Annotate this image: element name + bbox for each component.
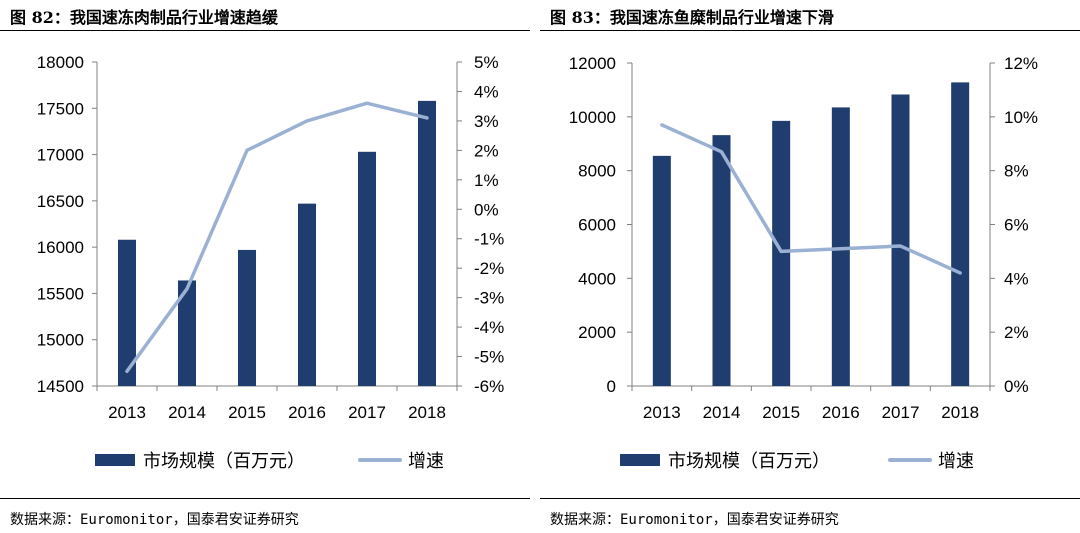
x-tick-label: 2015: [228, 403, 266, 422]
bar: [712, 135, 731, 386]
y-tick-label-right: 10%: [1004, 108, 1038, 127]
y-tick-label-right: 12%: [1004, 54, 1038, 73]
bar: [238, 249, 256, 386]
bar: [178, 280, 196, 386]
x-tick-label: 2014: [168, 403, 206, 422]
x-tick-label: 2016: [288, 403, 326, 422]
figure-title: 图 83：我国速冻鱼糜制品行业增速下滑: [550, 8, 834, 27]
y-tick-label-left: 15000: [37, 331, 84, 350]
bar: [772, 120, 791, 386]
y-tick-label-left: 17500: [37, 99, 84, 118]
title-rule: [540, 30, 1080, 31]
bar: [831, 107, 850, 386]
y-tick-label-left: 16000: [37, 238, 84, 257]
chart-group: 14500 15000 15500 16000 16500 17000 17500 18000…: [37, 53, 505, 472]
figure-title: 图 82：我国速冻肉制品行业增速趋缓: [10, 8, 278, 27]
y-tick-label-left: 2000: [578, 323, 616, 342]
growth-line: [125, 101, 429, 374]
x-tick-label: 2016: [822, 403, 860, 422]
growth-line: [660, 123, 962, 275]
legend-bar-swatch: [620, 454, 660, 466]
chart-panel-right: 图 83：我国速冻鱼糜制品行业增速下滑 0 2000 4000 6000 8000 100…: [540, 0, 1080, 533]
y-tick-label-right: 5%: [474, 53, 499, 72]
y-tick-label-right: 2%: [474, 141, 499, 160]
legend-bar-label: 市场规模（百万元）: [143, 451, 305, 472]
x-tick-label: 2018: [941, 403, 979, 422]
source-note: 数据来源：Euromonitor，国泰君安证券研究: [550, 512, 839, 528]
y-tick-label-right: -1%: [474, 230, 504, 249]
source-rule: [540, 498, 1080, 499]
source-note: 数据来源：Euromonitor，国泰君安证券研究: [10, 512, 299, 528]
y-tick-label-right: -3%: [474, 289, 504, 308]
y-tick-label-right: -6%: [474, 377, 504, 396]
bar: [358, 151, 376, 386]
bar: [298, 203, 316, 386]
legend-bar-swatch: [95, 454, 135, 466]
chart-svg: 14500 15000 15500 16000 16500 17000 17500 18000…: [37, 53, 505, 472]
y-tick-label-left: 12000: [569, 54, 616, 73]
legend-bar-label: 市场规模（百万元）: [668, 451, 830, 472]
bar: [418, 100, 436, 386]
y-tick-label-left: 14500: [37, 377, 84, 396]
bar: [951, 82, 970, 386]
bar: [118, 239, 136, 386]
y-tick-label-left: 6000: [578, 216, 616, 235]
y-tick-label-right: 4%: [474, 82, 499, 101]
x-tick-label: 2017: [348, 403, 386, 422]
legend-line-label: 增速: [408, 451, 444, 472]
y-tick-label-right: 0%: [1004, 377, 1029, 396]
y-tick-label-right: -2%: [474, 259, 504, 278]
y-tick-label-right: 2%: [1004, 323, 1029, 342]
y-tick-label-right: 3%: [474, 112, 499, 131]
source-rule: [0, 498, 530, 499]
y-tick-label-right: 4%: [1004, 269, 1029, 288]
y-tick-label-right: 0%: [474, 200, 499, 219]
bar: [652, 155, 671, 386]
y-tick-label-right: 6%: [1004, 216, 1029, 235]
x-tick-label: 2018: [408, 403, 446, 422]
y-tick-label-left: 17000: [37, 146, 84, 165]
chart-group: 0 2000 4000 6000 8000 10000 12000 0% 2% 4% 6% 8% 10%…: [569, 54, 1038, 472]
y-tick-label-left: 8000: [578, 162, 616, 181]
y-tick-label-right: -4%: [474, 318, 504, 337]
x-tick-label: 2014: [703, 403, 741, 422]
chart-svg: 0 2000 4000 6000 8000 10000 12000 0% 2% 4% 6% 8% 10%…: [569, 54, 1038, 472]
x-tick-label: 2013: [643, 403, 681, 422]
title-rule: [0, 30, 530, 31]
y-tick-label-left: 16500: [37, 192, 84, 211]
legend-line-label: 增速: [938, 451, 974, 472]
y-tick-label-right: 1%: [474, 171, 499, 190]
y-tick-label-right: -5%: [474, 348, 504, 367]
chart-panel-left: 图 82：我国速冻肉制品行业增速趋缓 14500 15000 15500 16000 1…: [0, 8, 530, 528]
x-tick-label: 2013: [108, 403, 146, 422]
y-tick-label-left: 18000: [37, 53, 84, 72]
x-tick-label: 2017: [882, 403, 920, 422]
bar: [891, 94, 910, 387]
y-tick-label-left: 15500: [37, 284, 84, 303]
y-tick-label-left: 10000: [569, 108, 616, 127]
y-tick-label-left: 0: [607, 377, 616, 396]
y-tick-label-right: 8%: [1004, 162, 1029, 181]
y-tick-label-left: 4000: [578, 269, 616, 288]
x-tick-label: 2015: [762, 403, 800, 422]
